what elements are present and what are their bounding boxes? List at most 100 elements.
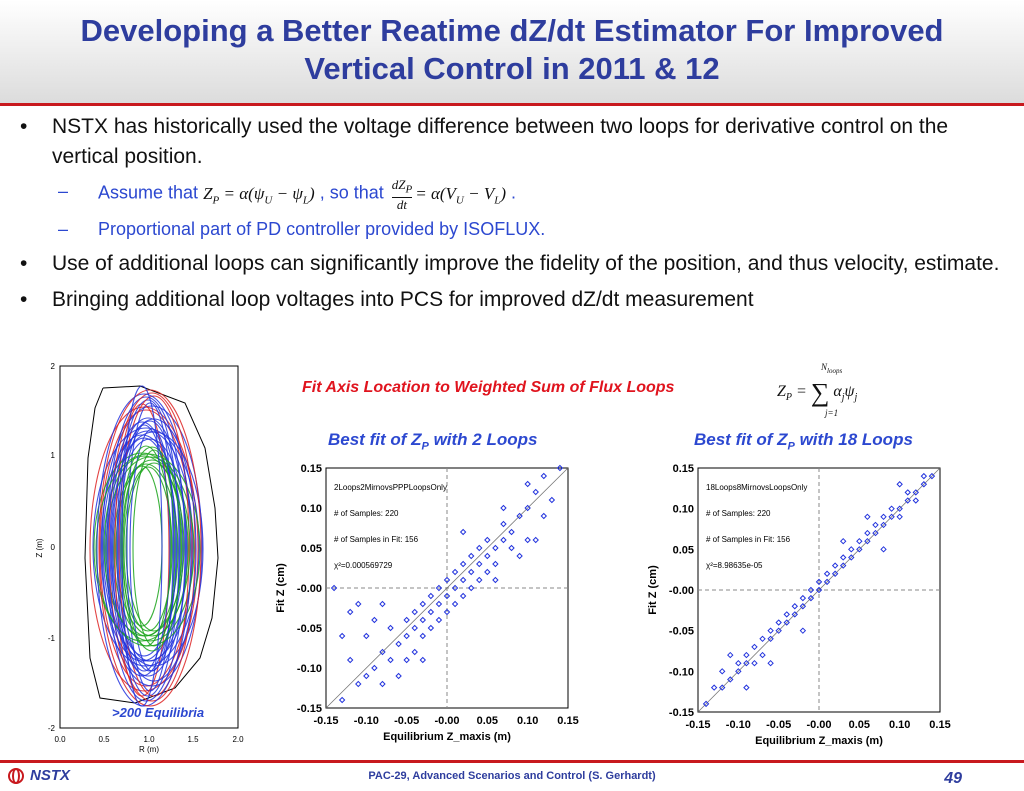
data-point <box>363 632 370 640</box>
data-point <box>524 480 531 488</box>
data-point <box>459 560 467 568</box>
data-point <box>767 627 774 634</box>
y-tick-label: -0.00 <box>669 585 694 597</box>
data-point <box>451 584 459 592</box>
data-point <box>516 552 523 560</box>
data-point <box>872 521 879 529</box>
chart-annotation: χ²=0.000569729 <box>334 561 393 570</box>
data-point <box>371 664 378 672</box>
bullet-list: • NSTX has historically used the voltage … <box>20 112 1015 321</box>
data-point <box>807 586 815 594</box>
data-point <box>904 489 911 496</box>
y-tick-label: -0.10 <box>297 663 322 675</box>
data-point <box>403 656 410 664</box>
data-point <box>735 668 742 675</box>
eq-ylabel: Z (m) <box>35 538 44 557</box>
data-point <box>864 513 871 521</box>
data-point <box>443 608 451 616</box>
x-tick-label: -0.05 <box>394 715 419 727</box>
data-point <box>880 546 887 553</box>
chart-annotation: # of Samples: 220 <box>706 509 771 518</box>
x-tick-label: 0.05 <box>849 719 870 731</box>
logo-ellipse-icon <box>12 768 20 784</box>
y-tick-label: -0.15 <box>669 707 694 719</box>
flux-surface <box>96 393 192 707</box>
equilibria-label: >200 Equilibria <box>112 705 204 720</box>
eq-xlabel: R (m) <box>139 745 159 754</box>
data-point <box>831 562 839 569</box>
vessel-outline <box>84 385 219 704</box>
data-point <box>435 600 443 608</box>
data-point <box>848 554 855 561</box>
data-point <box>467 584 475 592</box>
equilibria-curves <box>89 385 204 707</box>
equilibria-plot: >200 Equilibria 0.0 0.5 1.0 1.5 2.0 R (m… <box>35 362 244 754</box>
y-tick-label: 0.10 <box>673 504 694 516</box>
data-point <box>920 481 928 488</box>
data-point <box>524 536 531 544</box>
data-point <box>799 627 807 634</box>
x-axis-label: Equilibrium Z_maxis (m) <box>383 731 511 743</box>
bullet-1: • NSTX has historically used the voltage … <box>20 115 949 168</box>
data-point <box>500 536 507 544</box>
data-point <box>476 544 483 552</box>
data-point <box>346 656 354 664</box>
data-point <box>476 576 483 584</box>
data-point <box>419 632 427 640</box>
data-point <box>355 600 362 608</box>
y-axis-label: Fit Z (cm) <box>647 565 659 615</box>
data-point <box>718 668 726 675</box>
data-point <box>484 568 491 576</box>
nstx-logo: NSTX <box>6 766 88 788</box>
data-point <box>524 504 531 512</box>
footer-text: PAC-29, Advanced Scenarios and Control (… <box>368 770 656 782</box>
y-tick-label: -0.10 <box>669 666 694 678</box>
data-point <box>880 513 887 521</box>
data-point <box>799 594 807 602</box>
data-point <box>451 568 459 576</box>
x-tick-label: -0.00 <box>806 719 831 731</box>
chart-annotation: 18Loops8MirnovsLoopsOnly <box>706 483 807 492</box>
x-tick-label: -0.15 <box>685 719 710 731</box>
data-point <box>435 616 443 624</box>
data-point <box>912 489 920 496</box>
flux-surface <box>105 456 195 642</box>
flux-surface <box>109 417 187 677</box>
data-point <box>532 488 539 496</box>
flux-surface <box>103 455 185 637</box>
bullet-3: • Bringing additional loop voltages into … <box>20 288 754 312</box>
data-point <box>718 684 726 691</box>
flux-surface <box>132 449 176 647</box>
eq-xtick: 0.5 <box>98 735 110 744</box>
data-point <box>815 586 823 594</box>
data-point <box>492 544 499 552</box>
data-point <box>459 576 467 584</box>
data-point <box>896 513 903 521</box>
data-point <box>419 656 427 664</box>
chart-annotation: # of Samples in Fit: 156 <box>334 535 419 544</box>
velocity-equation: dZP dt= α(VU − VL) <box>391 177 507 212</box>
data-point <box>775 627 782 634</box>
y-tick-label: -0.15 <box>297 703 322 715</box>
y-tick-label: -0.05 <box>669 626 694 638</box>
data-point <box>783 619 790 626</box>
footer-rule <box>0 760 1024 763</box>
sub-bullet-tail: . <box>511 182 517 203</box>
eq-xtick: 0.0 <box>54 735 66 744</box>
data-point <box>548 496 556 504</box>
data-point <box>904 497 911 504</box>
flux-surface <box>125 462 183 632</box>
chart-annotation: # of Samples: 220 <box>334 509 399 518</box>
data-point <box>727 651 734 659</box>
data-point <box>508 528 515 536</box>
data-point <box>702 700 710 708</box>
data-point <box>411 648 418 656</box>
data-point <box>888 513 895 521</box>
title-bar: Developing a Better Reatime dZ/dt Estima… <box>0 0 1024 106</box>
data-point <box>880 521 887 529</box>
data-point <box>839 554 847 561</box>
data-point <box>467 552 475 560</box>
data-point <box>864 537 871 545</box>
footer: NSTX PAC-29, Advanced Scenarios and Cont… <box>0 760 1024 791</box>
data-point <box>540 512 548 520</box>
